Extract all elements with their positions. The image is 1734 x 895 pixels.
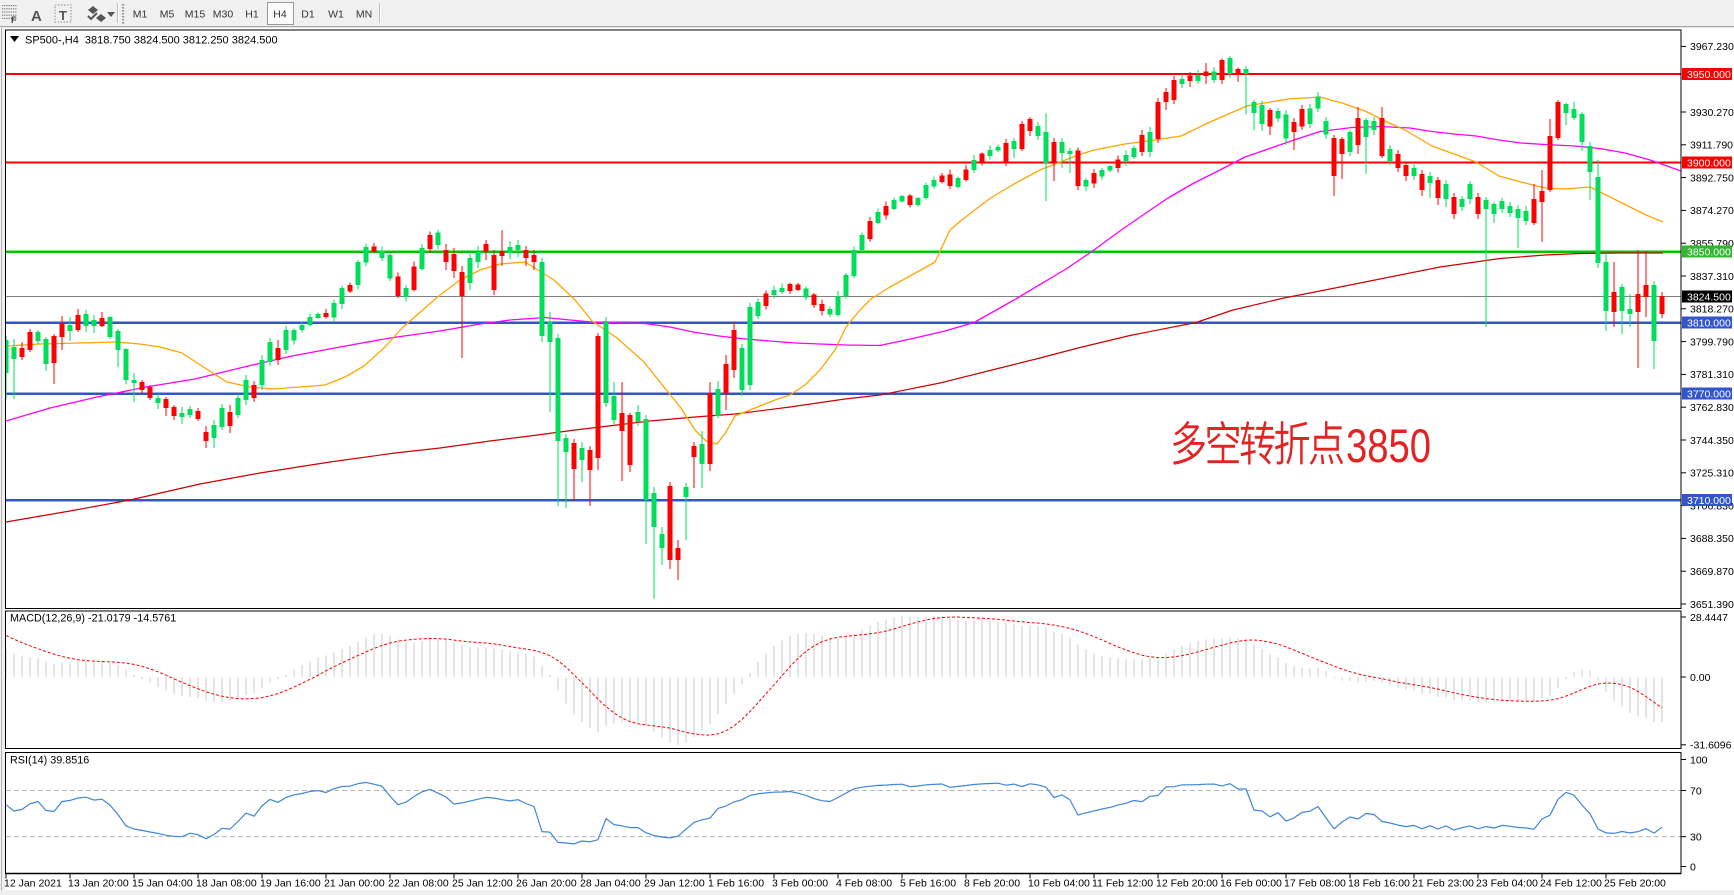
svg-text:4 Feb 08:00: 4 Feb 08:00 xyxy=(836,878,892,890)
svg-text:3850: 3850 xyxy=(1346,419,1431,472)
svg-text:M30: M30 xyxy=(213,9,234,21)
svg-text:3762.830: 3762.830 xyxy=(1690,402,1734,414)
svg-text:3850.000: 3850.000 xyxy=(1687,247,1731,259)
svg-text:3710.000: 3710.000 xyxy=(1687,495,1731,507)
svg-text:3967.230: 3967.230 xyxy=(1690,41,1734,53)
svg-text:A: A xyxy=(31,8,42,25)
svg-text:3810.000: 3810.000 xyxy=(1687,318,1731,330)
svg-text:29 Jan 12:00: 29 Jan 12:00 xyxy=(644,878,705,890)
svg-text:10 Feb 04:00: 10 Feb 04:00 xyxy=(1028,878,1090,890)
svg-text:25 Jan 12:00: 25 Jan 12:00 xyxy=(452,878,513,890)
svg-text:3874.270: 3874.270 xyxy=(1690,205,1734,217)
svg-text:8 Feb 20:00: 8 Feb 20:00 xyxy=(964,878,1020,890)
svg-text:3892.750: 3892.750 xyxy=(1690,172,1734,184)
svg-text:M1: M1 xyxy=(133,9,148,21)
svg-text:17 Feb 08:00: 17 Feb 08:00 xyxy=(1284,878,1346,890)
svg-text:3930.270: 3930.270 xyxy=(1690,107,1734,119)
svg-text:F: F xyxy=(11,15,17,25)
svg-text:3651.390: 3651.390 xyxy=(1690,599,1734,611)
svg-text:3 Feb 00:00: 3 Feb 00:00 xyxy=(772,878,828,890)
svg-text:3950.000: 3950.000 xyxy=(1687,69,1731,81)
svg-text:0: 0 xyxy=(1690,861,1696,873)
svg-text:0.00: 0.00 xyxy=(1690,672,1711,684)
svg-text:3799.790: 3799.790 xyxy=(1690,336,1734,348)
svg-text:18 Jan 08:00: 18 Jan 08:00 xyxy=(196,878,257,890)
svg-text:30: 30 xyxy=(1690,831,1702,843)
svg-text:M15: M15 xyxy=(185,9,206,21)
svg-text:3744.350: 3744.350 xyxy=(1690,435,1734,447)
svg-text:RSI(14) 39.8516: RSI(14) 39.8516 xyxy=(10,755,89,767)
svg-text:3818.270: 3818.270 xyxy=(1690,304,1734,316)
svg-text:100: 100 xyxy=(1690,754,1708,766)
svg-text:13 Jan 20:00: 13 Jan 20:00 xyxy=(68,878,129,890)
svg-text:28 Jan 04:00: 28 Jan 04:00 xyxy=(580,878,641,890)
svg-text:3725.310: 3725.310 xyxy=(1690,468,1734,480)
svg-text:D1: D1 xyxy=(301,9,315,21)
svg-text:1 Feb 16:00: 1 Feb 16:00 xyxy=(708,878,764,890)
svg-text:19 Jan 16:00: 19 Jan 16:00 xyxy=(260,878,321,890)
svg-text:3824.500: 3824.500 xyxy=(1687,292,1731,304)
svg-text:21 Feb 23:00: 21 Feb 23:00 xyxy=(1412,878,1474,890)
svg-text:25 Feb 20:00: 25 Feb 20:00 xyxy=(1604,878,1666,890)
svg-text:28.4447: 28.4447 xyxy=(1690,612,1728,624)
svg-text:3669.870: 3669.870 xyxy=(1690,566,1734,578)
svg-text:23 Feb 04:00: 23 Feb 04:00 xyxy=(1476,878,1538,890)
svg-text:3688.350: 3688.350 xyxy=(1690,533,1734,545)
svg-text:21 Jan 00:00: 21 Jan 00:00 xyxy=(324,878,385,890)
svg-text:16 Feb 00:00: 16 Feb 00:00 xyxy=(1220,878,1282,890)
svg-text:70: 70 xyxy=(1690,785,1702,797)
svg-text:MN: MN xyxy=(356,9,372,21)
svg-text:-31.6096: -31.6096 xyxy=(1690,740,1732,752)
svg-text:SP500-,H4 3818.750 3824.500 3: SP500-,H4 3818.750 3824.500 3812.250 382… xyxy=(25,35,278,47)
svg-text:H1: H1 xyxy=(245,9,259,21)
svg-text:11 Feb 12:00: 11 Feb 12:00 xyxy=(1092,878,1153,890)
svg-text:24 Feb 12:00: 24 Feb 12:00 xyxy=(1540,878,1602,890)
svg-text:MACD(12,26,9) -21.0179 -14.576: MACD(12,26,9) -21.0179 -14.5761 xyxy=(10,613,176,625)
svg-text:18 Feb 16:00: 18 Feb 16:00 xyxy=(1348,878,1410,890)
svg-text:5 Feb 16:00: 5 Feb 16:00 xyxy=(900,878,956,890)
svg-text:3900.000: 3900.000 xyxy=(1687,157,1731,169)
svg-text:12 Feb 20:00: 12 Feb 20:00 xyxy=(1156,878,1218,890)
svg-text:M5: M5 xyxy=(160,9,175,21)
svg-text:3781.310: 3781.310 xyxy=(1690,369,1734,381)
svg-text:12 Jan 2021: 12 Jan 2021 xyxy=(4,878,62,890)
svg-text:T: T xyxy=(59,8,67,23)
svg-text:15 Jan 04:00: 15 Jan 04:00 xyxy=(132,878,193,890)
svg-text:3770.000: 3770.000 xyxy=(1687,389,1731,401)
svg-text:26 Jan 20:00: 26 Jan 20:00 xyxy=(516,878,577,890)
svg-text:22 Jan 08:00: 22 Jan 08:00 xyxy=(388,878,449,890)
svg-text:3837.310: 3837.310 xyxy=(1690,271,1734,283)
svg-text:W1: W1 xyxy=(328,9,344,21)
svg-text:H4: H4 xyxy=(273,9,287,21)
svg-text:3911.790: 3911.790 xyxy=(1690,140,1733,152)
